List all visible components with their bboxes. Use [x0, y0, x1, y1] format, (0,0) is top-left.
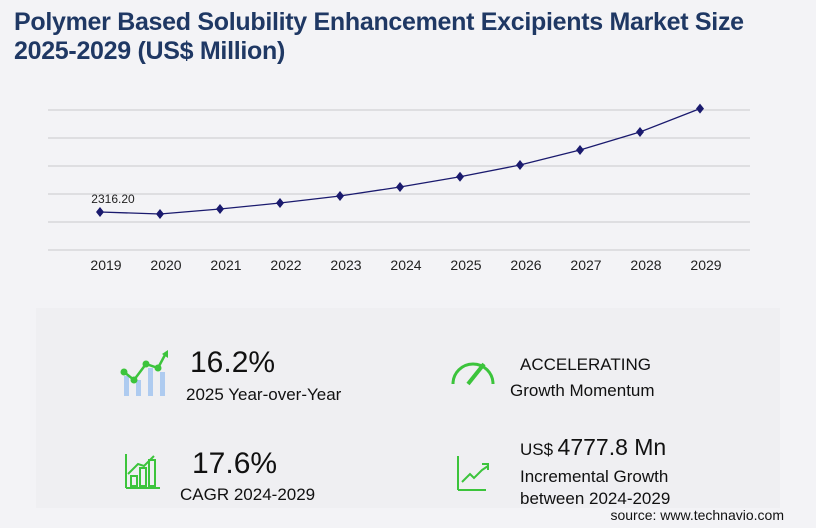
x-tick-label: 2022: [270, 257, 301, 273]
momentum-value: ACCELERATING: [520, 355, 651, 374]
data-label: 2316.20: [91, 192, 135, 206]
currency-prefix: US$: [520, 440, 554, 459]
cagr-value: 17.6%: [192, 447, 278, 480]
stats-panel: [36, 308, 780, 508]
x-tick-label: 2028: [630, 257, 661, 273]
cagr-label: CAGR 2024-2029: [180, 485, 316, 504]
x-tick-label: 2026: [510, 257, 541, 273]
data-point: [96, 206, 104, 217]
incremental-value: US$ 4777.8 Mn: [520, 434, 666, 461]
growth-line-icon: [457, 456, 489, 491]
data-point: [696, 103, 704, 114]
data-point: [456, 171, 464, 182]
x-tick-label: 2029: [690, 257, 721, 273]
data-point: [396, 181, 404, 192]
x-tick-label: 2024: [390, 257, 421, 273]
data-point: [576, 145, 584, 155]
data-point: [636, 127, 644, 138]
data-point: [156, 209, 164, 220]
speedometer-icon: [451, 362, 495, 386]
incremental-amount: 4777.8 Mn: [557, 434, 667, 460]
x-tick-label: 2025: [450, 257, 481, 273]
chart-title: Polymer Based Solubility Enhancement Exc…: [14, 8, 744, 65]
bar-trend-icon: [120, 350, 168, 396]
yoy-label: 2025 Year-over-Year: [186, 385, 342, 404]
x-tick-label: 2027: [570, 257, 601, 273]
x-tick-label: 2019: [90, 257, 121, 273]
x-tick-label: 2020: [150, 257, 181, 273]
data-point: [276, 197, 284, 208]
data-point: [216, 203, 224, 214]
bar-chart-icon: [125, 454, 160, 489]
incremental-period: between 2024-2029: [520, 489, 671, 508]
x-tick-label: 2021: [210, 257, 241, 273]
source-text: source: www.technavio.com: [610, 507, 784, 523]
yoy-value: 16.2%: [190, 346, 276, 379]
data-point: [516, 159, 524, 170]
line-chart: 2019 2316.20 2020 2021 2022 2023 2024 2025 2026 2…: [48, 103, 750, 273]
momentum-label: Growth Momentum: [510, 381, 655, 400]
x-tick-label: 2023: [330, 257, 361, 273]
series-line: [99, 107, 701, 215]
data-point: [336, 191, 344, 202]
incremental-label: Incremental Growth: [520, 467, 669, 486]
